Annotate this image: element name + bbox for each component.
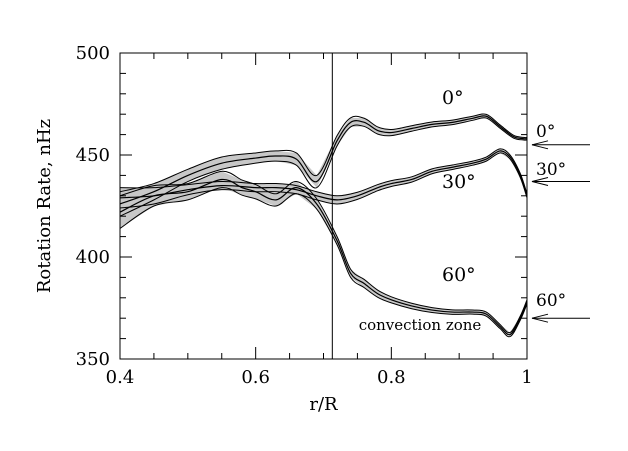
axis-tick-labels: 0.4 0.6 0.8 1 350 400 450 500: [76, 43, 533, 388]
x-tick-label: 0.6: [241, 367, 270, 388]
surface-rate-label: 30°: [536, 160, 566, 180]
y-tick-label: 350: [76, 349, 110, 370]
x-axis-label: r/R: [309, 394, 338, 415]
surface-rate-markers: 0° 30° 60°: [531, 122, 590, 323]
y-axis-label: Rotation Rate, nHz: [34, 119, 55, 293]
series-line-2-center: [119, 178, 528, 336]
axis-ticks: [119, 52, 528, 360]
series-labels: 0° 30° 60°: [442, 87, 476, 286]
y-tick-label: 500: [76, 43, 110, 64]
series-line-0-upper: [119, 113, 528, 193]
surface-arrow-head: [531, 313, 549, 323]
series-line-0-center: [119, 115, 528, 205]
x-tick-label: 0.8: [377, 367, 406, 388]
x-tick-label: 1: [521, 367, 532, 388]
surface-rate-label: 60°: [536, 291, 566, 311]
uncertainty-bands: [120, 114, 527, 337]
surface-rate-label: 0°: [536, 122, 555, 142]
series-lines: [119, 113, 528, 338]
series-line-1-center: [119, 150, 528, 201]
series-label: 60°: [442, 264, 476, 286]
surface-arrow-head: [531, 140, 549, 150]
y-tick-label: 400: [76, 247, 110, 268]
x-tick-label: 0.4: [106, 367, 135, 388]
series-line-2-upper: [119, 170, 528, 334]
y-tick-label: 450: [76, 145, 110, 166]
series-label: 0°: [442, 87, 464, 109]
series-label: 30°: [442, 171, 476, 193]
band-2: [120, 171, 527, 337]
convection-zone-label: convection zone: [359, 316, 482, 334]
surface-arrow-head: [531, 177, 549, 187]
series-line-0-lower: [119, 117, 528, 217]
series-line-2-lower: [119, 187, 528, 338]
